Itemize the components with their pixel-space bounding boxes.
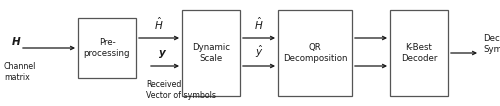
Text: Dynamic
Scale: Dynamic Scale <box>192 43 230 63</box>
Text: $\hat{y}$: $\hat{y}$ <box>254 44 264 60</box>
Bar <box>278 10 352 96</box>
Text: $\hat{H}$: $\hat{H}$ <box>154 16 164 32</box>
Text: $\boldsymbol{y}$: $\boldsymbol{y}$ <box>158 48 168 60</box>
Text: Received
Vector of symbols: Received Vector of symbols <box>146 80 216 100</box>
Bar <box>390 10 448 96</box>
Text: $\boldsymbol{H}$: $\boldsymbol{H}$ <box>11 35 21 47</box>
Text: QR
Decomposition: QR Decomposition <box>283 43 347 63</box>
Bar <box>182 10 240 96</box>
Text: Decoded
Symbols: Decoded Symbols <box>483 34 500 54</box>
Text: Channel
matrix: Channel matrix <box>4 62 36 82</box>
Text: Pre-
processing: Pre- processing <box>84 38 130 58</box>
Bar <box>78 18 136 78</box>
Text: $\hat{H}$: $\hat{H}$ <box>254 16 264 32</box>
Text: K-Best
Decoder: K-Best Decoder <box>401 43 437 63</box>
